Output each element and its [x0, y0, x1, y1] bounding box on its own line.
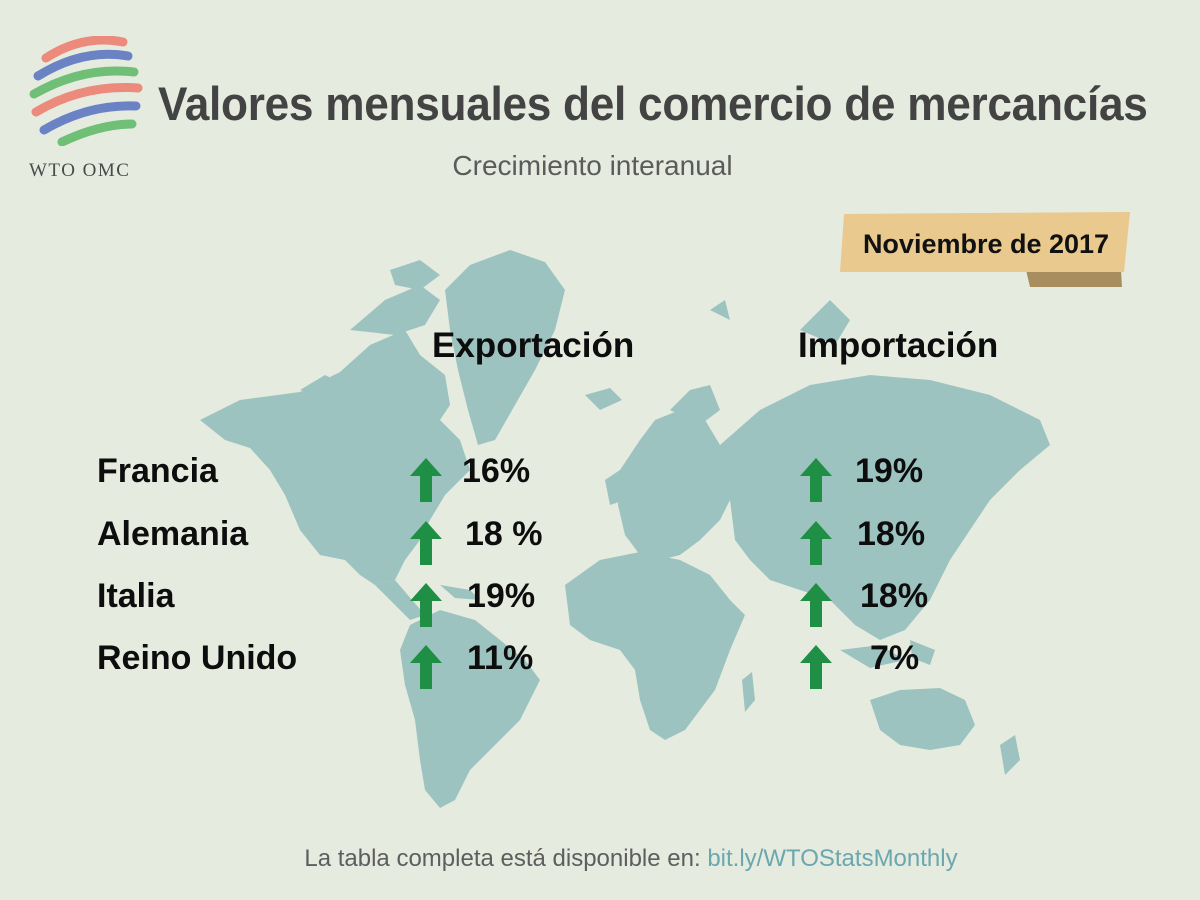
date-badge: Noviembre de 2017 — [862, 229, 1110, 259]
up-arrow-icon — [800, 583, 832, 627]
country-label: Alemania — [97, 515, 249, 553]
country-label: Francia — [97, 452, 218, 490]
australia-shape — [870, 688, 975, 750]
table-row: Francia 16% 19% — [0, 452, 1200, 512]
export-value: 16% — [462, 452, 531, 490]
import-value: 19% — [855, 452, 924, 490]
footer-text: La tabla completa está disponible en: — [304, 845, 708, 872]
import-value: 7% — [870, 639, 920, 677]
arctic-islands-shape — [350, 285, 440, 335]
export-value: 18 % — [465, 515, 543, 553]
export-column-header: Exportación — [432, 326, 635, 365]
central-america-shape — [375, 580, 425, 620]
up-arrow-icon — [410, 645, 442, 689]
page-title: Valores mensuales del comercio de mercan… — [158, 77, 1148, 130]
stats-link[interactable]: bit.ly/WTOStatsMonthly — [707, 845, 958, 872]
import-value: 18% — [860, 577, 929, 615]
up-arrow-icon — [410, 521, 442, 565]
import-column-header: Importación — [798, 326, 999, 365]
table-row: Italia 19% 18% — [0, 577, 1200, 637]
up-arrow-icon — [800, 645, 832, 689]
export-value: 19% — [467, 577, 536, 615]
africa-shape — [565, 552, 745, 740]
north-america-shape — [200, 330, 470, 585]
up-arrow-icon — [410, 458, 442, 502]
footer: La tabla completa está disponible en: bi… — [0, 845, 1200, 873]
country-label: Reino Unido — [97, 639, 298, 677]
date-ribbon — [840, 212, 1130, 287]
europe-shape — [618, 410, 740, 560]
up-arrow-icon — [800, 521, 832, 565]
up-arrow-icon — [800, 458, 832, 502]
logo-text: WTO OMC — [29, 160, 131, 181]
country-label: Italia — [97, 577, 175, 615]
up-arrow-icon — [410, 583, 442, 627]
table-row: Alemania 18 % 18% — [0, 515, 1200, 575]
export-value: 11% — [467, 639, 534, 677]
page-subtitle: Crecimiento interanual — [452, 150, 733, 181]
table-row: Reino Unido 11% 7% — [0, 639, 1200, 699]
import-value: 18% — [857, 515, 926, 553]
asia-shape — [720, 375, 1050, 640]
greenland-shape — [445, 250, 565, 445]
wto-logo-icon — [29, 36, 143, 146]
